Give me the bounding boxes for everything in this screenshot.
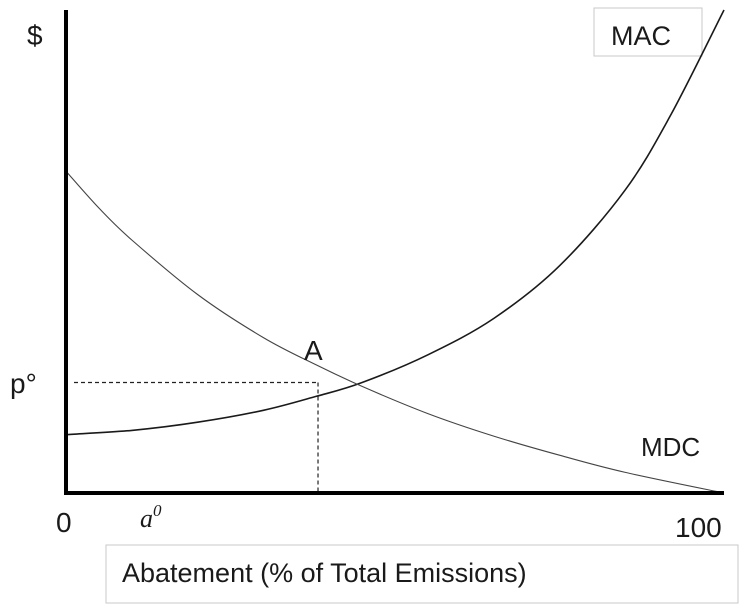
x-tick-0: 0	[56, 507, 72, 538]
price-marker-label: p°	[10, 368, 37, 399]
series-label-mdc: MDC	[641, 432, 700, 462]
mdc-curve	[65, 170, 725, 494]
mac-label-box	[593, 7, 703, 57]
abatement-marker-sup: 0	[153, 501, 162, 520]
x-axis-label: Abatement (% of Total Emissions)	[122, 558, 527, 588]
abatement-marker-base: a	[140, 504, 153, 533]
x-tick-100: 100	[675, 512, 722, 543]
abatement-marker-label: a0	[140, 501, 162, 533]
series-label-mac: MAC	[611, 21, 671, 51]
y-axis-label: $	[27, 20, 43, 51]
plot-area	[65, 9, 725, 494]
intersection-label: A	[304, 335, 323, 366]
mac-curve	[65, 9, 725, 436]
xlabel-box	[105, 544, 739, 604]
